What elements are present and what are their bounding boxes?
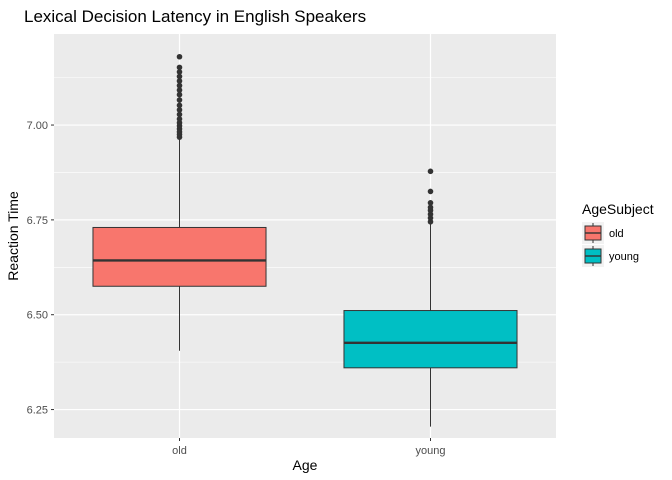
x-tick-label: old — [172, 445, 187, 457]
outlier-point — [176, 111, 183, 118]
outlier-point — [176, 91, 183, 98]
legend: AgeSubject old young — [582, 201, 654, 267]
outlier-point — [176, 97, 183, 103]
outlier-point — [176, 69, 183, 75]
outlier-point — [176, 78, 183, 84]
box-iqr — [343, 310, 518, 369]
box-old — [92, 53, 267, 351]
outlier-point — [176, 53, 183, 60]
outlier-point — [427, 204, 434, 211]
box-iqr — [92, 226, 267, 287]
x-axis-ticks: old young — [172, 438, 445, 457]
y-tick-label: 6.25 — [27, 405, 48, 417]
y-axis-title: Reaction Time — [5, 191, 21, 281]
box-young — [343, 168, 518, 427]
legend-key-old — [582, 222, 604, 244]
legend-items: old young — [582, 222, 639, 267]
outlier-point — [427, 168, 434, 175]
outlier-point — [176, 87, 183, 93]
outlier-point — [427, 188, 434, 195]
outlier-point — [176, 116, 183, 122]
outlier-point — [176, 64, 183, 71]
outlier-point — [427, 200, 434, 206]
outlier-point — [176, 107, 183, 113]
legend-key-young — [582, 245, 604, 267]
legend-label-young: young — [609, 251, 639, 263]
y-tick-label: 7.00 — [27, 120, 48, 132]
outlier-point — [176, 102, 183, 109]
x-axis-title: Age — [293, 457, 318, 473]
boxes — [92, 53, 518, 427]
y-axis-ticks: 6.25 6.50 6.75 7.00 — [27, 120, 54, 417]
y-tick-label: 6.50 — [27, 310, 48, 322]
x-tick-label: young — [416, 445, 446, 457]
outlier-point — [176, 73, 183, 80]
chart-title: Lexical Decision Latency in English Spea… — [24, 7, 366, 26]
y-tick-label: 6.75 — [27, 215, 48, 227]
legend-title: AgeSubject — [582, 201, 654, 217]
outlier-point — [176, 82, 183, 89]
legend-label-old: old — [609, 228, 624, 240]
